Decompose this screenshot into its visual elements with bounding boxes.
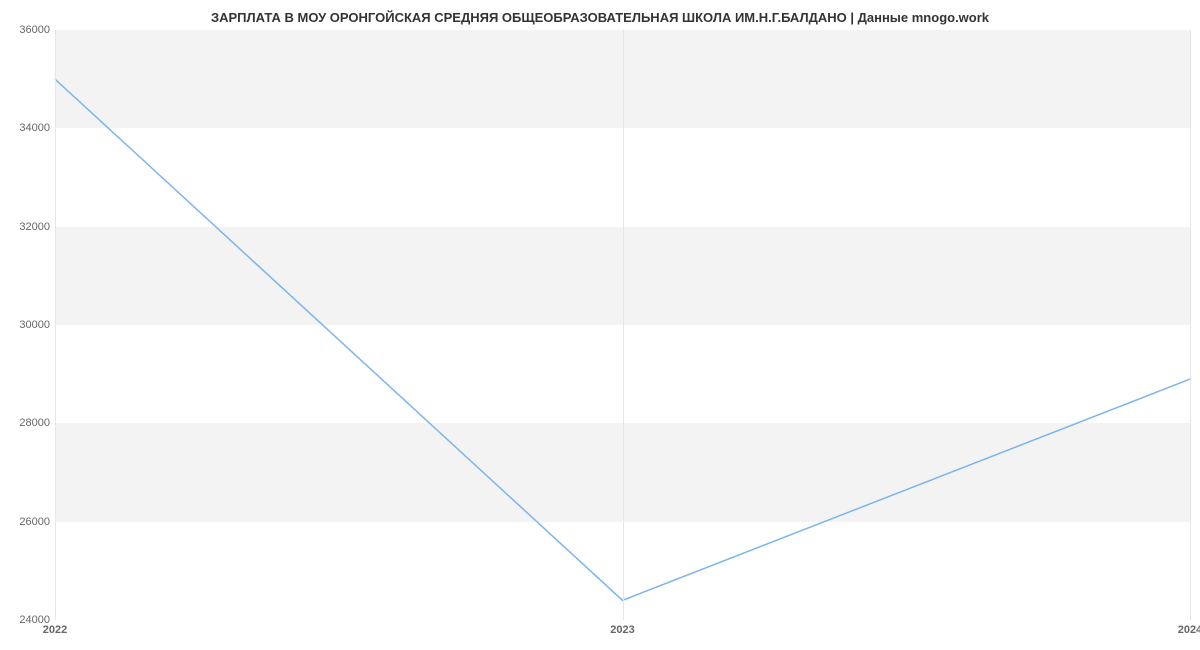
- x-gridline: [1190, 30, 1191, 620]
- x-tick-label: 2022: [43, 624, 67, 636]
- plot-area: [55, 30, 1190, 620]
- x-gridline: [55, 30, 56, 620]
- x-gridline: [623, 30, 624, 620]
- chart-title: ЗАРПЛАТА В МОУ ОРОНГОЙСКАЯ СРЕДНЯЯ ОБЩЕО…: [0, 10, 1200, 25]
- y-tick-label: 26000: [5, 516, 50, 528]
- y-tick-label: 30000: [5, 319, 50, 331]
- y-tick-label: 34000: [5, 122, 50, 134]
- y-tick-label: 36000: [5, 24, 50, 36]
- y-tick-label: 28000: [5, 417, 50, 429]
- salary-line-chart: ЗАРПЛАТА В МОУ ОРОНГОЙСКАЯ СРЕДНЯЯ ОБЩЕО…: [0, 0, 1200, 650]
- x-tick-label: 2024: [1178, 624, 1200, 636]
- y-tick-label: 32000: [5, 221, 50, 233]
- x-tick-label: 2023: [610, 624, 634, 636]
